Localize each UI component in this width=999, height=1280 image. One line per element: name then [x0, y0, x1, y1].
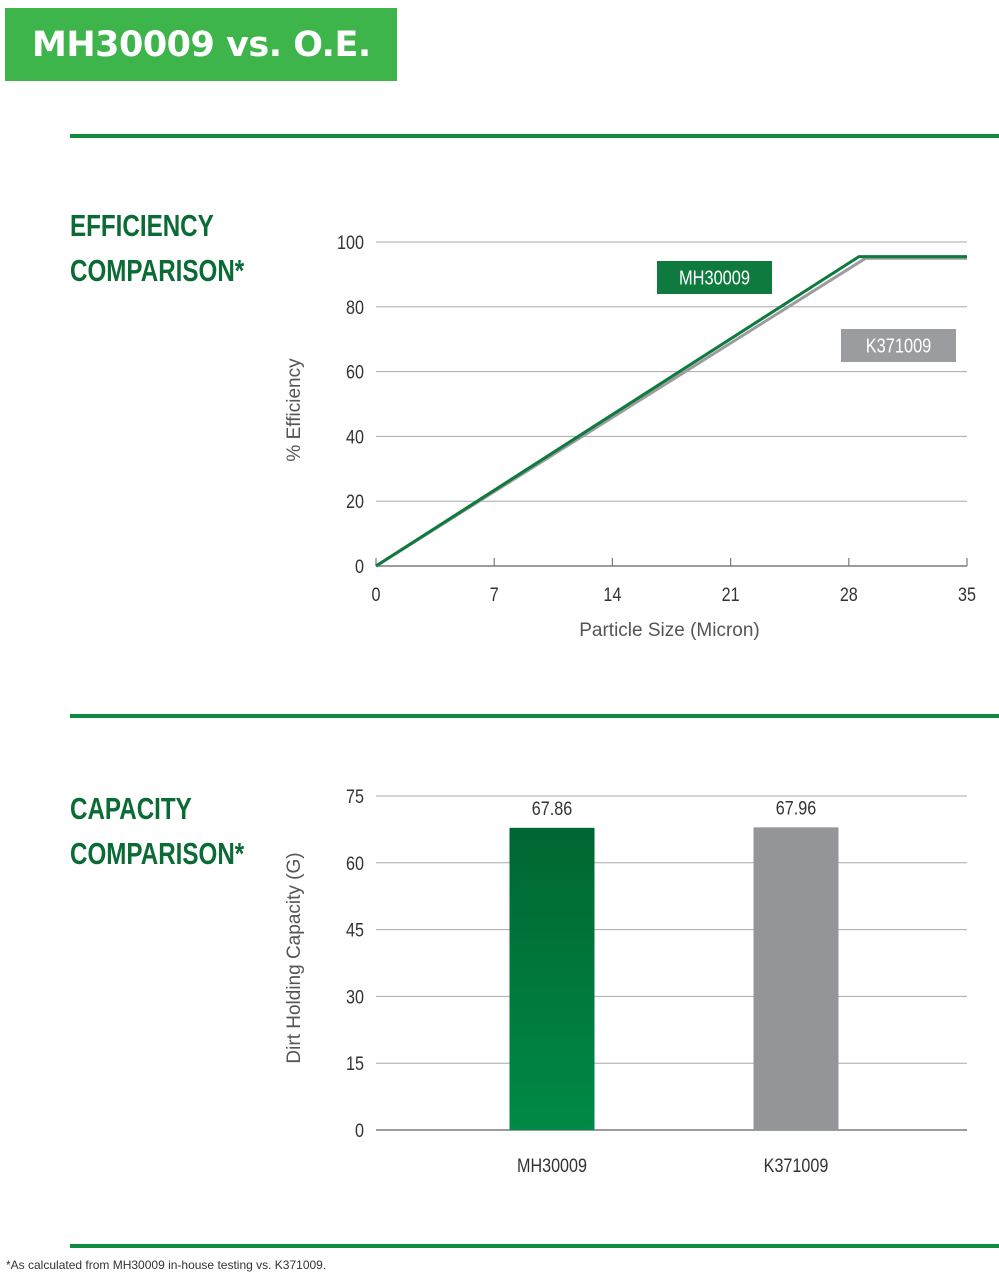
legend-label-mh30009: MH30009 [679, 266, 750, 289]
bar-category-label: MH30009 [517, 1155, 587, 1177]
efficiency-x-tick-label: 28 [840, 584, 858, 606]
legend-badge-mh30009 [657, 261, 772, 294]
bar-k371009 [753, 827, 839, 1130]
section-divider [70, 1244, 999, 1248]
efficiency-x-tick-label: 7 [490, 584, 499, 606]
bar-mh30009 [509, 827, 595, 1130]
efficiency-x-tick-label: 0 [372, 584, 381, 606]
section-divider [70, 134, 999, 138]
capacity-title-line1: CAPACITY [70, 791, 192, 826]
efficiency-section-title: EFFICIENCY COMPARISON* [70, 203, 244, 293]
bar-value-label: 67.86 [532, 798, 573, 820]
efficiency-y-tick-label: 40 [346, 426, 364, 448]
capacity-y-tick-label: 60 [346, 853, 364, 875]
efficiency-x-tick-label: 14 [603, 584, 621, 606]
legend-badge-k371009 [841, 329, 956, 362]
capacity-y-tick-label: 0 [355, 1120, 364, 1142]
capacity-y-tick-label: 30 [346, 986, 364, 1008]
section-divider [70, 714, 999, 718]
efficiency-x-tick-label: 35 [958, 584, 976, 606]
capacity-y-tick-label: 15 [346, 1053, 364, 1075]
series-line-mh30009 [375, 255, 967, 568]
capacity-y-tick-label: 75 [346, 786, 364, 808]
capacity-title-line2: COMPARISON* [70, 836, 245, 871]
efficiency-y-axis-label: % Efficiency [284, 358, 305, 462]
series-line-k371009 [375, 256, 967, 568]
efficiency-x-tick-label: 21 [722, 584, 740, 606]
efficiency-y-tick-label: 20 [346, 491, 364, 513]
title-banner: MH30009 vs. O.E. [5, 8, 397, 81]
efficiency-y-tick-label: 0 [355, 556, 364, 578]
efficiency-y-tick-label: 100 [337, 232, 364, 254]
capacity-y-tick-label: 45 [346, 919, 364, 941]
page-title: MH30009 vs. O.E. [32, 24, 371, 65]
efficiency-title-line2: COMPARISON* [70, 253, 245, 288]
footnote: *As calculated from MH30009 in-house tes… [6, 1258, 327, 1272]
efficiency-title-line1: EFFICIENCY [70, 208, 214, 243]
efficiency-y-tick-label: 80 [346, 297, 364, 319]
bar-category-label: K371009 [764, 1155, 829, 1177]
legend-label-k371009: K371009 [866, 334, 932, 357]
efficiency-y-tick-label: 60 [346, 361, 364, 383]
capacity-section-title: CAPACITY COMPARISON* [70, 786, 244, 876]
efficiency-x-axis-label: Particle Size (Micron) [579, 620, 760, 641]
capacity-y-axis-label: Dirt Holding Capacity (G) [284, 852, 305, 1063]
bar-value-label: 67.96 [776, 797, 817, 819]
